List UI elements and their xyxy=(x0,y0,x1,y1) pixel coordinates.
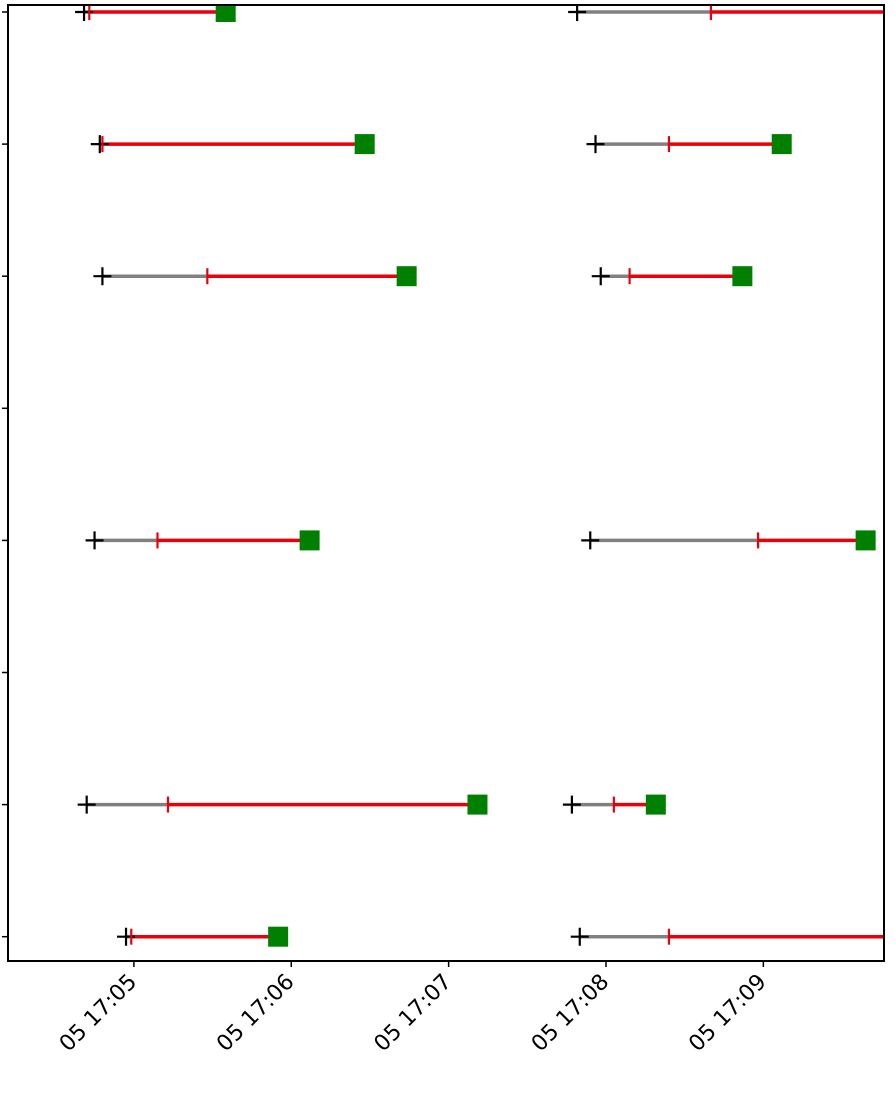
start-marker xyxy=(77,795,96,814)
start-marker xyxy=(93,267,112,286)
finish-marker xyxy=(771,134,792,155)
task xyxy=(568,5,884,21)
task-bars xyxy=(75,5,884,947)
plot-frame xyxy=(7,4,885,962)
start-marker xyxy=(85,531,104,550)
finish-marker xyxy=(855,530,876,551)
y-axis-ticks xyxy=(2,11,8,938)
task xyxy=(586,134,792,155)
finish-marker xyxy=(215,5,236,22)
start-marker xyxy=(570,927,589,946)
start-marker xyxy=(586,135,605,154)
finish-marker xyxy=(354,134,375,155)
finish-marker xyxy=(467,794,488,815)
task xyxy=(570,927,884,946)
task xyxy=(562,794,666,815)
finish-marker xyxy=(299,530,320,551)
finish-marker xyxy=(732,266,753,287)
task xyxy=(93,266,417,287)
task xyxy=(75,5,236,22)
task xyxy=(581,530,876,551)
finish-marker xyxy=(268,926,289,947)
finish-marker xyxy=(645,794,666,815)
task xyxy=(90,134,375,155)
start-marker xyxy=(581,531,600,550)
task xyxy=(117,926,289,947)
task xyxy=(85,530,320,551)
finish-marker xyxy=(396,266,417,287)
start-marker xyxy=(90,135,109,154)
task xyxy=(77,794,488,815)
task xyxy=(591,266,753,287)
start-marker xyxy=(591,267,610,286)
start-marker xyxy=(562,795,581,814)
